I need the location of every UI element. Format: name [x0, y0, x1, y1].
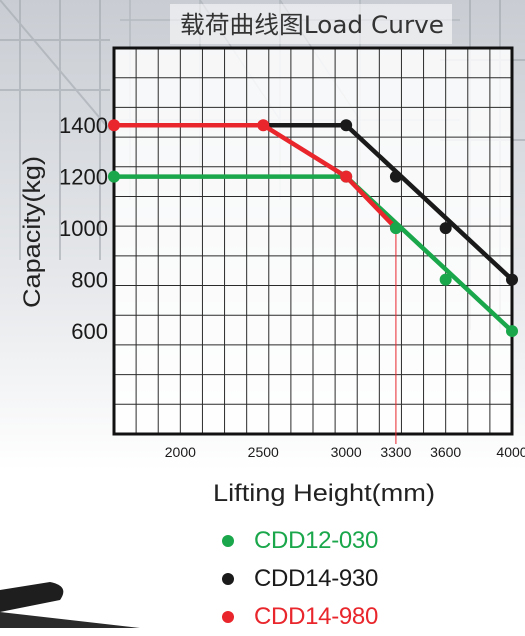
data-point-cdd14-930: [506, 273, 518, 286]
data-point-cdd14-930: [439, 222, 452, 235]
data-point-cdd12-030: [389, 222, 402, 235]
chart-title: 载荷曲线图Load Curve: [180, 11, 444, 39]
legend-label: CDD12-030: [254, 527, 379, 554]
x-tick-label: 2000: [165, 444, 196, 460]
legend-swatch-green: [222, 535, 234, 547]
legend: CDD12-030 CDD14-930 CDD14-980: [222, 522, 378, 636]
legend-label: CDD14-980: [254, 603, 379, 630]
data-point-cdd12-030: [108, 170, 120, 183]
legend-item-cdd14-980: CDD14-980: [222, 598, 378, 636]
data-point-cdd14-930: [340, 119, 353, 132]
data-point-cdd12-030: [506, 325, 518, 338]
x-tick-label: 3600: [430, 444, 461, 460]
legend-swatch-red: [222, 611, 234, 623]
data-point-cdd14-980: [108, 119, 120, 132]
title-backdrop: [170, 4, 452, 44]
data-point-cdd14-930: [389, 170, 402, 183]
y-tick-label: 600: [71, 319, 108, 344]
y-tick-label: 1400: [59, 113, 108, 138]
y-axis-label: Capacity(kg): [19, 156, 46, 308]
x-axis-label: Lifting Height(mm): [213, 480, 435, 507]
series-line-cdd14-980: [111, 122, 399, 231]
legend-swatch-black: [222, 573, 234, 585]
data-point-cdd14-980: [340, 170, 353, 183]
y-tick-label: 1000: [59, 216, 108, 241]
x-tick-label: 2500: [248, 444, 279, 460]
plot-frame: [112, 46, 514, 436]
legend-item-cdd12-030: CDD12-030: [222, 522, 378, 560]
x-tick-label: 3000: [331, 444, 362, 460]
legend-label: CDD14-930: [254, 565, 379, 592]
y-tick-label: 800: [71, 268, 108, 293]
x-tick-label: 4000: [496, 444, 525, 460]
data-point-cdd12-030: [439, 273, 452, 286]
data-point-cdd14-980: [257, 119, 270, 132]
y-tick-label: 1200: [59, 165, 108, 190]
legend-item-cdd14-930: CDD14-930: [222, 560, 378, 598]
x-tick-label: 3300: [380, 444, 411, 460]
